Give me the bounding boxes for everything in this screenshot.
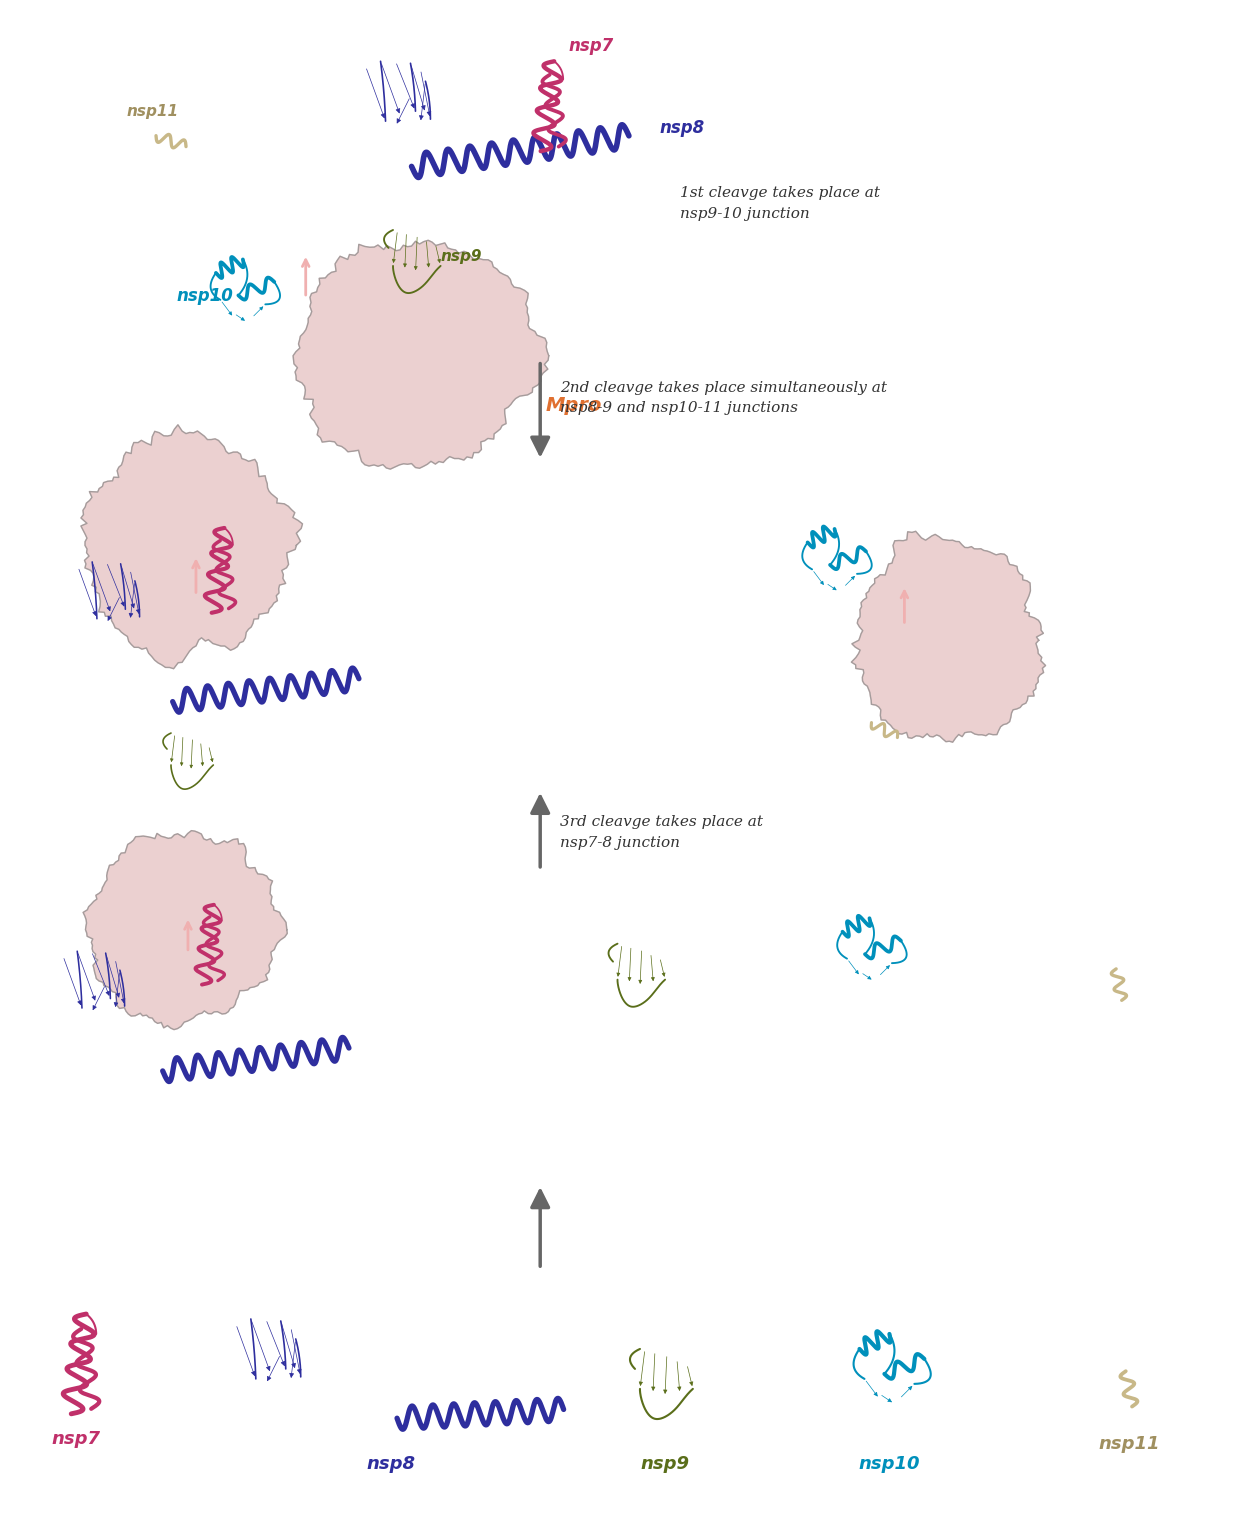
Text: nsp8: nsp8 (660, 120, 706, 136)
Text: nsp9: nsp9 (441, 248, 481, 264)
Text: nsp7: nsp7 (568, 37, 614, 55)
Text: nsp7: nsp7 (52, 1430, 101, 1447)
Text: nsp10: nsp10 (176, 287, 233, 305)
Text: nsp11: nsp11 (126, 104, 178, 120)
Text: nsp9: nsp9 (640, 1455, 689, 1473)
Text: 2nd cleavge takes place simultaneously at
nsp8-9 and nsp10-11 junctions: 2nd cleavge takes place simultaneously a… (561, 380, 887, 415)
Text: nsp11: nsp11 (1099, 1435, 1159, 1453)
Text: nsp10: nsp10 (858, 1455, 920, 1473)
Polygon shape (81, 425, 302, 668)
Text: Mpro: Mpro (546, 396, 601, 414)
Text: 1st cleavge takes place at
nsp9-10 junction: 1st cleavge takes place at nsp9-10 junct… (680, 185, 879, 221)
Text: nsp8: nsp8 (365, 1455, 415, 1473)
Polygon shape (294, 241, 548, 469)
Polygon shape (852, 532, 1046, 742)
Polygon shape (83, 831, 287, 1030)
Text: 3rd cleavge takes place at
nsp7-8 junction: 3rd cleavge takes place at nsp7-8 juncti… (561, 816, 764, 849)
